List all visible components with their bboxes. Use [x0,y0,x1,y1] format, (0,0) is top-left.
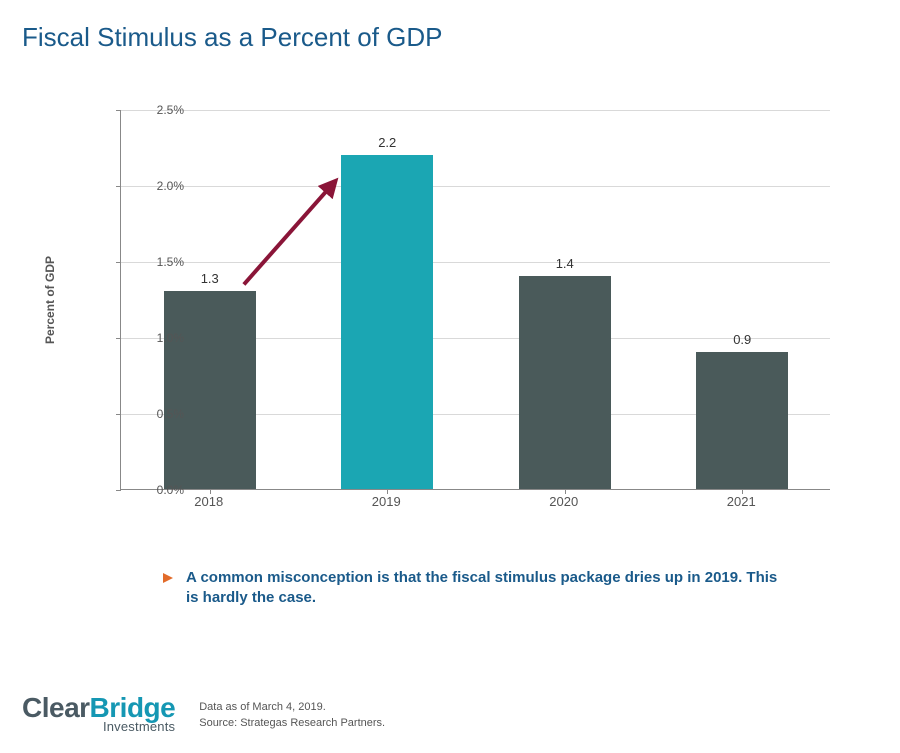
bar-value-label: 0.9 [696,332,788,347]
brand-logo: ClearBridge Investments [22,694,175,733]
grid-line [121,262,830,263]
y-tick-label: 2.5% [134,103,184,117]
y-tick-mark [116,414,121,415]
caption-text: A common misconception is that the fisca… [186,568,782,609]
bar-value-label: 2.2 [341,135,433,150]
plot-area: 1.3 2.2 1.4 0.9 [120,110,830,490]
y-tick-label: 1.5% [134,255,184,269]
y-tick-label: 1.0% [134,331,184,345]
bar: 1.4 [519,276,611,489]
footer-line-2: Source: Strategas Research Partners. [199,716,385,731]
footer: ClearBridge Investments Data as of March… [22,694,385,733]
footer-text: Data as of March 4, 2019. Source: Strate… [199,700,385,733]
y-tick-label: 0.5% [134,407,184,421]
y-tick-mark [116,338,121,339]
x-tick-label: 2019 [372,494,401,509]
x-tick-label: 2020 [549,494,578,509]
y-tick-mark [116,262,121,263]
grid-line [121,186,830,187]
caption-row: A common misconception is that the fisca… [162,568,782,609]
y-tick-label: 2.0% [134,179,184,193]
bullet-triangle-icon [162,572,174,584]
x-tick-label: 2021 [727,494,756,509]
y-axis-title: Percent of GDP [43,256,57,344]
footer-line-1: Data as of March 4, 2019. [199,700,385,715]
bar: 2.2 [341,155,433,489]
y-tick-mark [116,186,121,187]
bar-value-label: 1.4 [519,256,611,271]
x-tick-label: 2018 [194,494,223,509]
y-tick-mark [116,110,121,111]
bar-chart: Percent of GDP 1.32.21.40.9 0.0%0.5%1.0%… [60,100,840,530]
bar: 1.3 [164,291,256,489]
bar: 0.9 [696,352,788,489]
page-title: Fiscal Stimulus as a Percent of GDP [22,22,442,53]
grid-line [121,110,830,111]
y-tick-mark [116,490,121,491]
bar-value-label: 1.3 [164,271,256,286]
y-tick-label: 0.0% [134,483,184,497]
logo-word-clear: Clear [22,692,90,723]
